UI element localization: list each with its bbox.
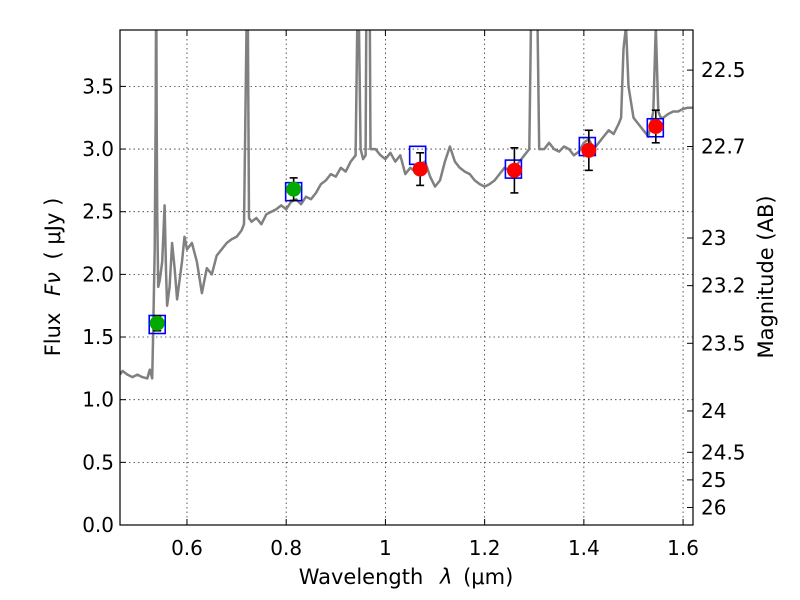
spectrum-line	[120, 30, 693, 380]
spectrum-layer	[120, 30, 693, 380]
x-axis-title-main: Wavelength	[299, 565, 424, 589]
x-tick-label: 1.4	[568, 536, 600, 560]
y-tick-label: 2.5	[82, 200, 114, 224]
x-tick-label: 1.2	[469, 536, 501, 560]
x-axis-title-symbol: λ	[439, 565, 452, 589]
mag-tick-label: 22.7	[701, 135, 746, 159]
x-axis-title-unit: (μm)	[463, 565, 513, 589]
mag-tick-label: 23.5	[701, 331, 746, 355]
photometry-layer	[149, 109, 664, 332]
y-axis-title-unit: ( μJy )	[41, 198, 65, 260]
red-photometry-point	[412, 161, 428, 177]
y-tick-label: 1.0	[82, 388, 114, 412]
y-tick-label: 2.0	[82, 262, 114, 286]
plot-frame	[119, 29, 694, 526]
y-axis-title-symbol: Fν	[41, 272, 65, 296]
tick-layer: 0.6 0.8 1 1.2 1.4 1.6 0.0 0.5 1.0 1.5 2.0 2.5 3.0 3.5…	[82, 30, 746, 560]
red-photometry-point	[581, 142, 597, 158]
mag-tick-label: 24	[701, 399, 726, 423]
y-tick-label: 0.5	[82, 450, 114, 474]
mag-tick-label: 25	[701, 468, 726, 492]
red-photometry-point	[506, 162, 522, 178]
y-axis-title-main: Flux	[41, 313, 65, 357]
y-tick-label: 3.0	[82, 137, 114, 161]
red-photometry-point	[648, 118, 664, 134]
y-tick-label: 0.0	[82, 513, 114, 537]
y-axis-title: Flux Fν ( μJy )	[41, 198, 65, 357]
grid	[120, 30, 693, 526]
mag-tick-label: 26	[701, 495, 726, 519]
plot-background	[120, 30, 693, 525]
green-photometry-point	[286, 181, 302, 197]
x-tick-label: 0.8	[270, 536, 302, 560]
y-tick-label: 1.5	[82, 325, 114, 349]
x-tick-label: 0.6	[171, 536, 203, 560]
y2-axis-title: Magnitude (AB)	[754, 195, 778, 358]
green-photometry-point	[149, 315, 165, 331]
x-tick-label: 1	[379, 536, 392, 560]
x-axis-title: Wavelength λ (μm)	[299, 565, 514, 589]
mag-tick-label: 23	[701, 226, 726, 250]
mag-tick-label: 22.5	[701, 58, 746, 82]
mag-tick-label: 23.2	[701, 274, 746, 298]
x-tick-label: 1.6	[667, 536, 699, 560]
y-tick-label: 3.5	[82, 74, 114, 98]
mag-tick-label: 24.5	[701, 440, 746, 464]
